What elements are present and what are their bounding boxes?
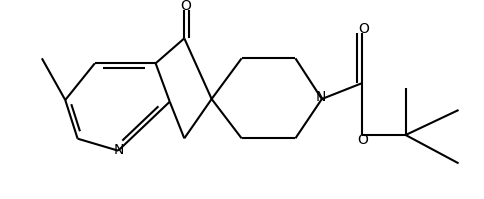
Text: O: O [357, 22, 368, 36]
Text: O: O [180, 0, 190, 13]
Text: O: O [356, 133, 367, 147]
Text: N: N [315, 90, 325, 104]
Text: N: N [114, 143, 124, 157]
